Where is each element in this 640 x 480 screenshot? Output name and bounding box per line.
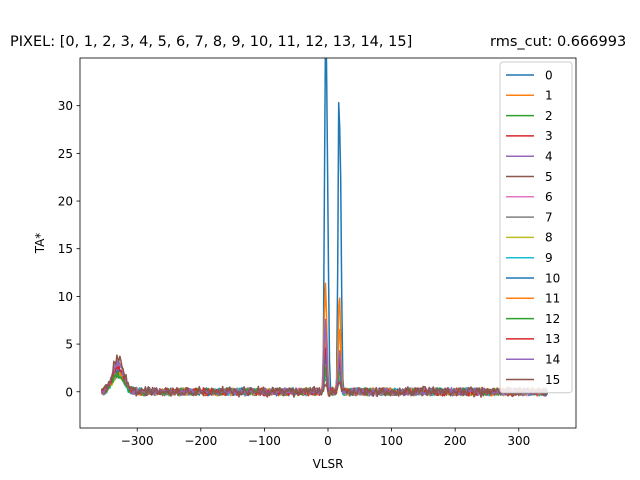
y-tick-label: 30 <box>58 99 73 113</box>
x-axis: −300 −200 −100 0 100 200 300 <box>121 428 530 448</box>
x-tick-label: 200 <box>444 434 467 448</box>
legend-label: 2 <box>545 109 553 123</box>
series-line-15 <box>101 354 548 398</box>
x-tick-label: −300 <box>121 434 154 448</box>
y-tick-label: 20 <box>58 195 73 209</box>
y-tick-label: 10 <box>58 290 73 304</box>
x-tick-label: −200 <box>184 434 217 448</box>
legend-label: 3 <box>545 129 553 143</box>
x-tick-label: 300 <box>507 434 530 448</box>
x-tick-label: 100 <box>380 434 403 448</box>
series-layer <box>100 58 549 398</box>
legend-label: 9 <box>545 251 553 265</box>
x-axis-label: VLSR <box>313 457 344 471</box>
y-tick-label: 15 <box>58 242 73 256</box>
legend-label: 5 <box>545 170 553 184</box>
x-tick-label: −100 <box>248 434 281 448</box>
legend-label: 15 <box>545 373 560 387</box>
legend-label: 13 <box>545 332 560 346</box>
legend-label: 0 <box>545 68 553 82</box>
legend-label: 4 <box>545 150 553 164</box>
chart-title-rms: rms_cut: 0.666993 <box>490 34 627 50</box>
legend-label: 7 <box>545 210 553 224</box>
legend-label: 12 <box>545 312 560 326</box>
legend-label: 1 <box>545 89 553 103</box>
y-axis: 0 5 10 15 20 25 30 <box>58 99 80 399</box>
legend-label: 11 <box>545 292 560 306</box>
legend-box <box>499 61 573 394</box>
x-tick-label: 0 <box>324 434 332 448</box>
y-axis-label: TA* <box>33 233 47 255</box>
y-tick-label: 5 <box>65 338 73 352</box>
y-tick-label: 0 <box>65 385 73 399</box>
legend-label: 8 <box>545 231 553 245</box>
legend-label: 10 <box>545 271 560 285</box>
chart-title-pixels: PIXEL: [0, 1, 2, 3, 4, 5, 6, 7, 8, 9, 10… <box>10 34 413 50</box>
legend-label: 6 <box>545 190 553 204</box>
chart-title: PIXEL: [0, 1, 2, 3, 4, 5, 6, 7, 8, 9, 10… <box>0 34 640 54</box>
legend-label: 14 <box>545 353 560 367</box>
y-tick-label: 25 <box>58 147 73 161</box>
